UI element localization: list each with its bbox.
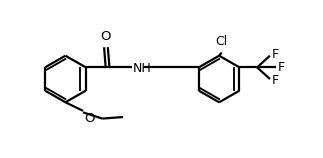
Text: O: O	[101, 30, 111, 43]
Text: Cl: Cl	[215, 35, 228, 48]
Text: F: F	[272, 48, 279, 61]
Text: O: O	[85, 112, 95, 125]
Text: NH: NH	[133, 62, 152, 75]
Text: F: F	[278, 61, 285, 74]
Text: F: F	[272, 74, 279, 87]
